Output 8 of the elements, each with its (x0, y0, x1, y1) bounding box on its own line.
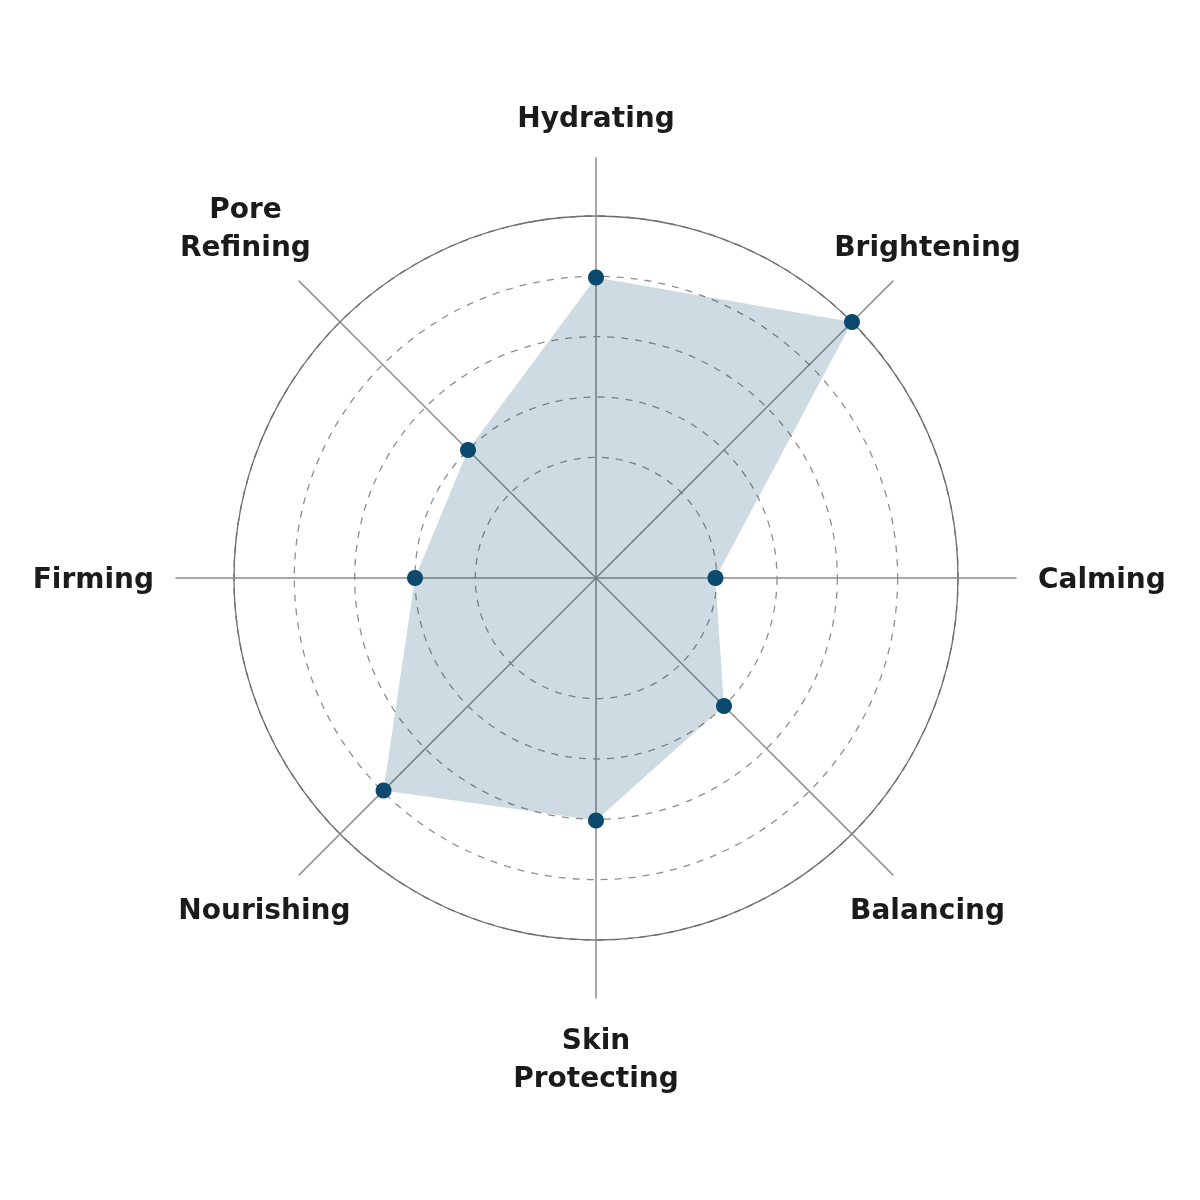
spoke-label: Brightening (834, 229, 1021, 263)
spoke-label: Hydrating (517, 100, 675, 134)
spoke-label: Pore Refining (180, 191, 311, 263)
spoke-label: Calming (1038, 561, 1166, 595)
spoke-label: Balancing (850, 893, 1005, 927)
spoke-label: Nourishing (178, 893, 351, 927)
spoke-label: Firming (32, 561, 155, 595)
spoke-label: Skin Protecting (513, 1022, 679, 1094)
